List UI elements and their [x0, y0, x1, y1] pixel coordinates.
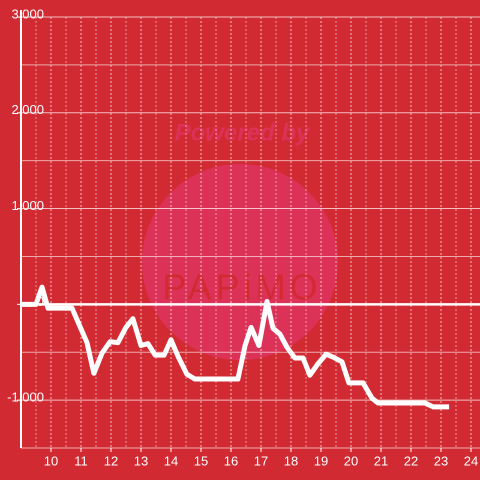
x-tick-label: 17	[254, 453, 268, 468]
watermark-circle	[142, 164, 338, 360]
watermark: Powered by PAPiMO	[142, 119, 338, 360]
y-tick-label: 0	[37, 294, 44, 309]
x-tick-label: 14	[164, 453, 178, 468]
x-tick-label: 21	[374, 453, 388, 468]
watermark-text: Powered by	[175, 119, 311, 146]
x-tick-label: 19	[314, 453, 328, 468]
y-tick-label: 1,000	[11, 198, 44, 213]
x-tick-label: 20	[344, 453, 358, 468]
line	[21, 284, 450, 410]
y-tick-label: 2,000	[11, 102, 44, 117]
x-tick-label: 12	[104, 453, 118, 468]
x-tick-label: 16	[224, 453, 238, 468]
y-tick-label: -1,000	[7, 390, 44, 405]
x-tick-label: 10	[44, 453, 58, 468]
x-tick-label: 13	[134, 453, 148, 468]
x-tick-label: 15	[194, 453, 208, 468]
x-tick-label: 24	[464, 453, 478, 468]
x-tick-label: 18	[284, 453, 298, 468]
x-tick-label: 23	[434, 453, 448, 468]
x-tick-label: 22	[404, 453, 418, 468]
watermark-text: PAPiMO	[162, 267, 321, 308]
x-tick-label: 11	[74, 453, 88, 468]
y-tick-label: 3,000	[11, 6, 44, 21]
